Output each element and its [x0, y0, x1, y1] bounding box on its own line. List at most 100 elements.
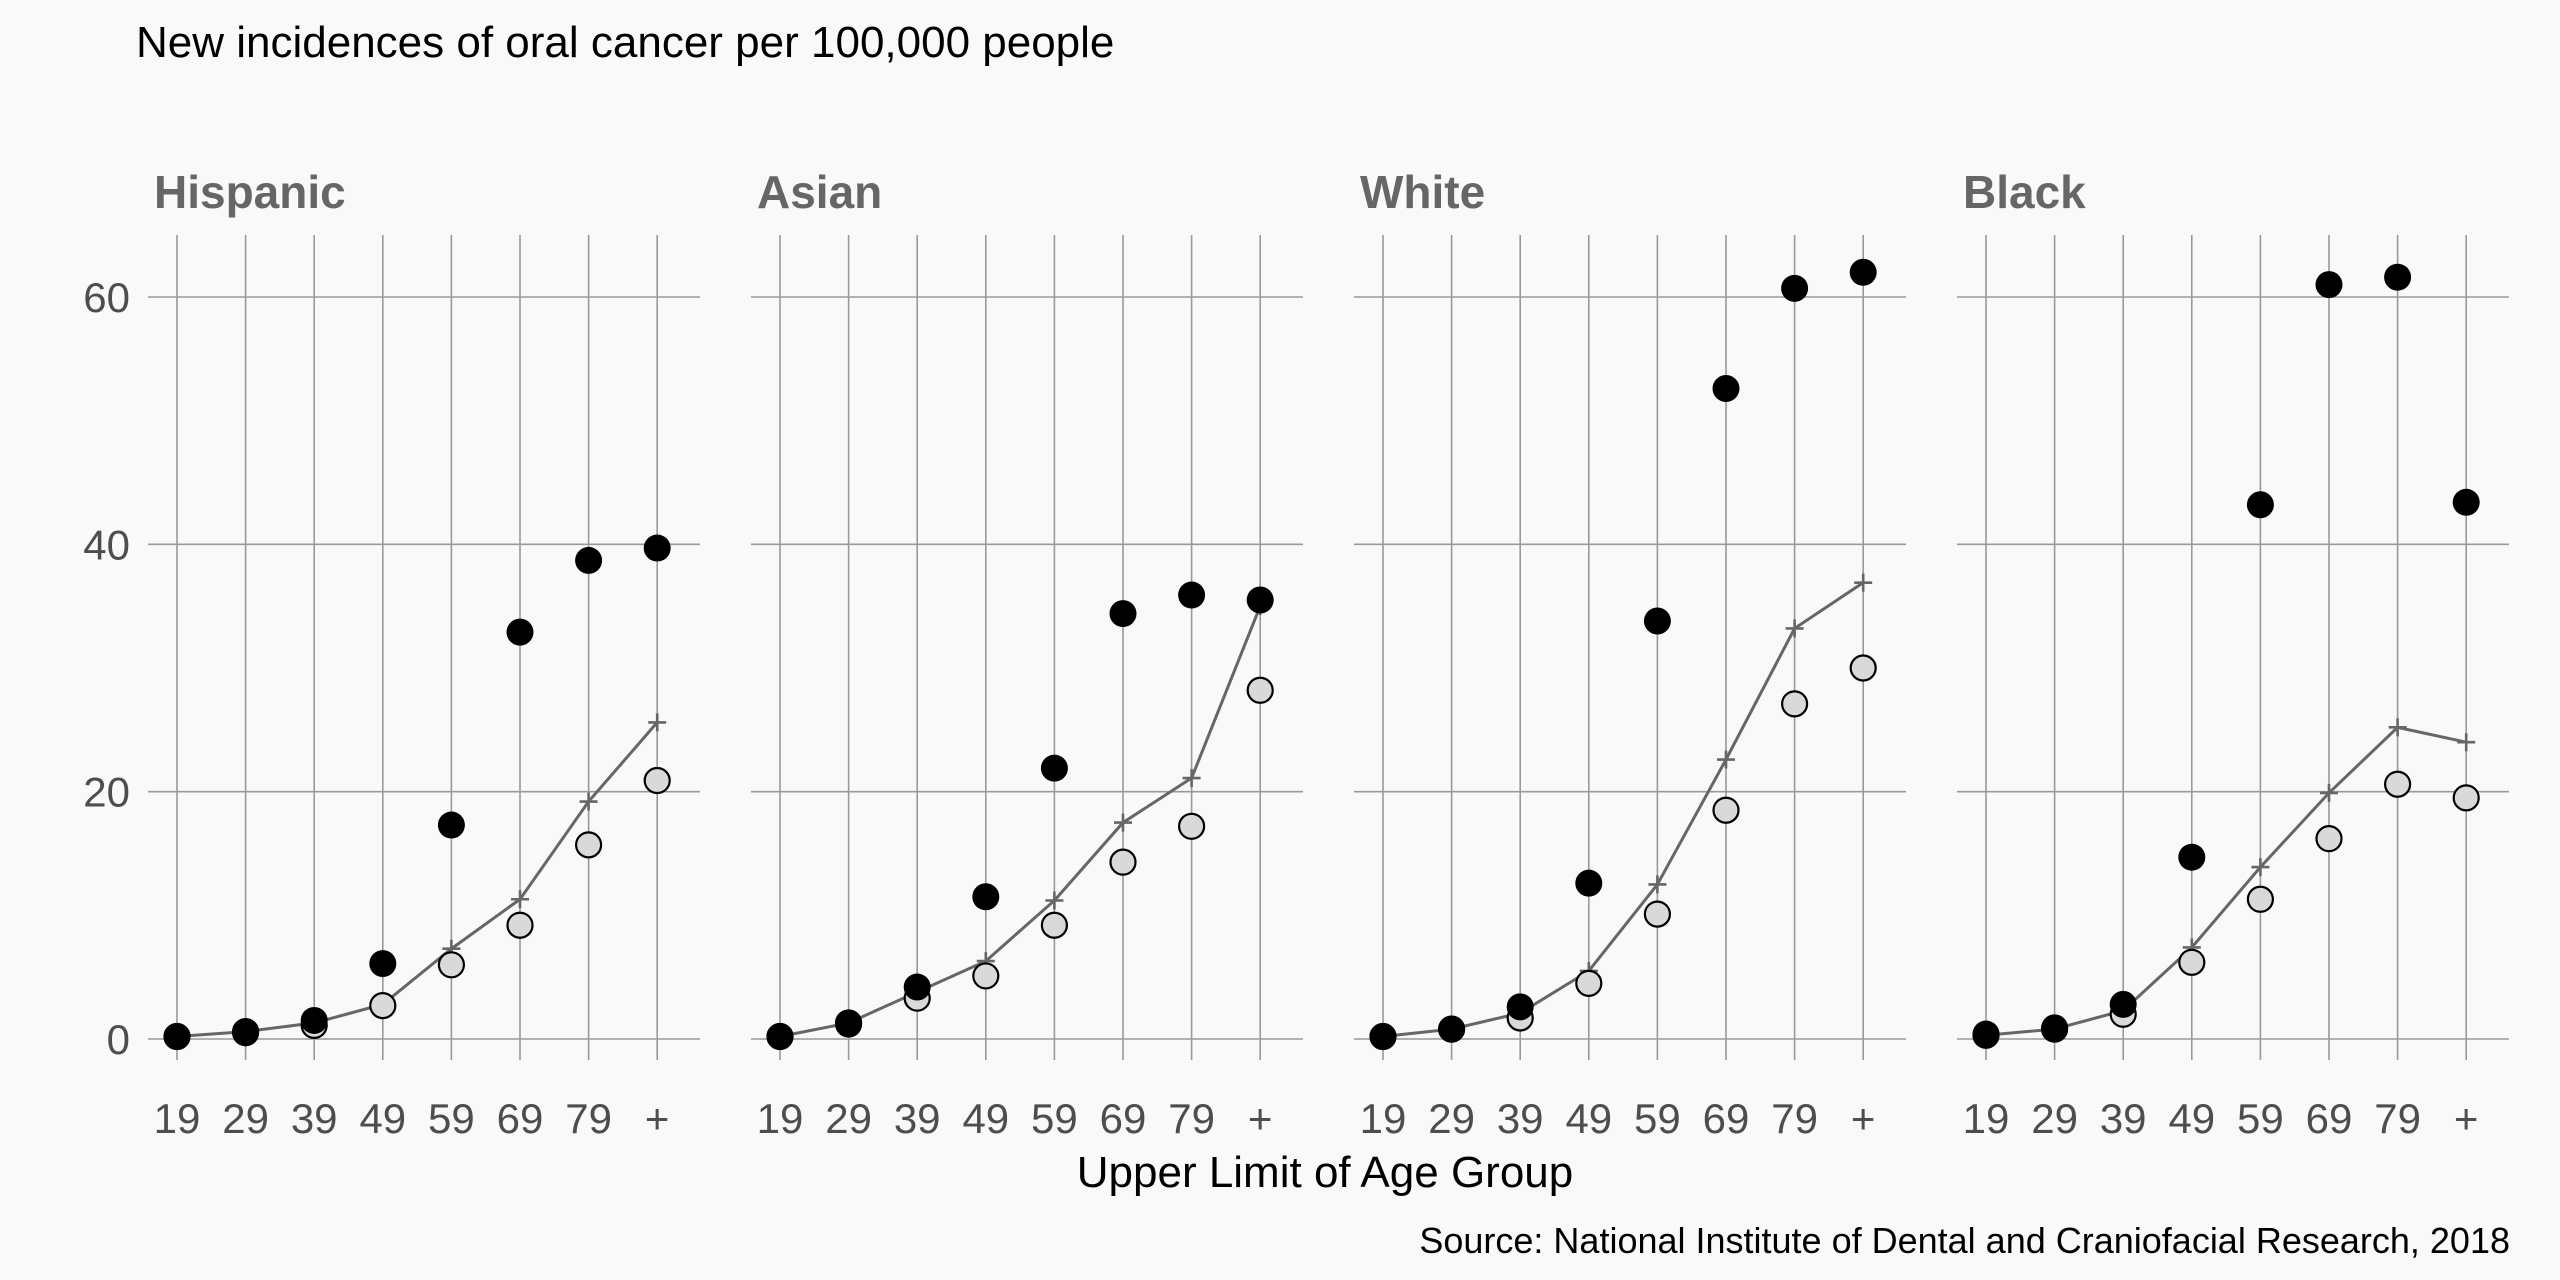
x-tick-label: 69: [2306, 1095, 2353, 1142]
black-point: [1972, 1020, 2000, 1048]
x-tick-label: 49: [1565, 1095, 1612, 1142]
black-point: [575, 546, 603, 574]
y-tick-label: 40: [83, 521, 130, 568]
light-point: [2315, 825, 2343, 853]
light-point: [643, 766, 671, 795]
black-point: [369, 950, 397, 978]
cross-marker: [2251, 858, 2270, 877]
cross-marker: [1785, 619, 1804, 638]
light-point: [1849, 654, 1877, 682]
black-point: [1040, 754, 1068, 782]
x-tick-label: 59: [1031, 1095, 1078, 1142]
black-point: [835, 1010, 863, 1038]
x-tick-label: 49: [359, 1095, 406, 1142]
panel-title-black: Black: [1963, 166, 2086, 218]
black-point: [1369, 1023, 1397, 1051]
x-tick-label: 29: [222, 1095, 269, 1142]
light-point: [1780, 690, 1809, 718]
black-point: [1781, 274, 1809, 302]
light-point: [2384, 770, 2412, 798]
black-point: [1643, 607, 1671, 635]
light-point: [972, 962, 1000, 990]
black-point: [903, 973, 931, 1001]
cross-marker: [1854, 573, 1873, 592]
x-tick-label: 79: [1771, 1095, 1818, 1142]
light-point: [1246, 676, 1274, 704]
x-tick-label: 29: [2031, 1095, 2078, 1142]
x-tick-label: 69: [497, 1095, 544, 1142]
x-tick-label: 49: [962, 1095, 1009, 1142]
black-point: [2178, 843, 2206, 871]
panel-title-white: White: [1360, 166, 1485, 218]
x-tick-label: 39: [2100, 1095, 2147, 1142]
light-point: [1575, 969, 1603, 997]
light-point: [437, 951, 465, 979]
x-tick-label: 29: [1428, 1095, 1475, 1142]
trend-line: [1382, 581, 1865, 1039]
light-point: [1177, 812, 1206, 840]
x-tick-label: 79: [1168, 1095, 1215, 1142]
y-tick-label: 20: [83, 769, 130, 816]
black-point: [1506, 993, 1534, 1021]
x-tick-label: 19: [1360, 1095, 1407, 1142]
light-point: [2246, 885, 2274, 913]
black-point: [300, 1006, 328, 1034]
source-note: Source: National Institute of Dental and…: [1419, 1220, 2510, 1261]
x-tick-label: 69: [1100, 1095, 1147, 1142]
black-point: [766, 1023, 794, 1051]
trend-line: [176, 721, 659, 1039]
light-point: [506, 911, 534, 939]
light-point: [2178, 948, 2206, 976]
x-tick-label: 59: [2237, 1095, 2284, 1142]
black-point: [972, 883, 1000, 911]
black-point: [1575, 869, 1603, 897]
panel-title-hispanic: Hispanic: [154, 166, 346, 218]
x-tick-label: 79: [565, 1095, 612, 1142]
black-point: [2384, 263, 2412, 291]
cross-marker: [2457, 733, 2476, 752]
chart-title: New incidences of oral cancer per 100,00…: [136, 18, 1115, 67]
cross-marker: [1182, 769, 1201, 788]
x-tick-label: 39: [894, 1095, 941, 1142]
y-tick-label: 60: [83, 274, 130, 321]
x-tick-label: 69: [1703, 1095, 1750, 1142]
x-tick-label: 59: [428, 1095, 475, 1142]
x-tick-label: 19: [757, 1095, 804, 1142]
cross-marker: [648, 713, 667, 732]
x-tick-label: 19: [1963, 1095, 2010, 1142]
x-axis-label: Upper Limit of Age Group: [1076, 1148, 1574, 1197]
black-point: [232, 1019, 260, 1047]
x-tick-label: 49: [2168, 1095, 2215, 1142]
black-point: [643, 534, 671, 562]
x-tick-label: 79: [2374, 1095, 2421, 1142]
y-tick-label: 0: [107, 1016, 130, 1063]
black-point: [1849, 258, 1877, 286]
light-point: [1040, 911, 1069, 939]
x-tick-label: +: [1248, 1095, 1273, 1142]
light-point: [2452, 784, 2480, 812]
panel-title-asian: Asian: [757, 166, 882, 218]
black-point: [506, 618, 534, 646]
black-point: [1712, 375, 1740, 403]
black-point: [2109, 990, 2137, 1018]
black-point: [2041, 1014, 2069, 1042]
x-tick-label: +: [645, 1095, 670, 1142]
light-point: [574, 831, 603, 859]
black-point: [2246, 491, 2274, 519]
x-tick-label: 59: [1634, 1095, 1681, 1142]
black-point: [437, 811, 465, 839]
x-tick-label: +: [1851, 1095, 1876, 1142]
black-point: [163, 1023, 191, 1051]
cross-marker: [511, 890, 529, 909]
light-point: [1643, 900, 1672, 928]
x-tick-label: 39: [291, 1095, 338, 1142]
black-point: [2315, 271, 2343, 299]
cross-marker: [1045, 891, 1064, 910]
black-point: [2452, 488, 2480, 516]
light-point: [369, 992, 397, 1020]
x-tick-label: 19: [154, 1095, 201, 1142]
light-point: [1712, 796, 1740, 824]
cross-marker: [2320, 783, 2338, 802]
cross-marker: [1717, 750, 1735, 769]
